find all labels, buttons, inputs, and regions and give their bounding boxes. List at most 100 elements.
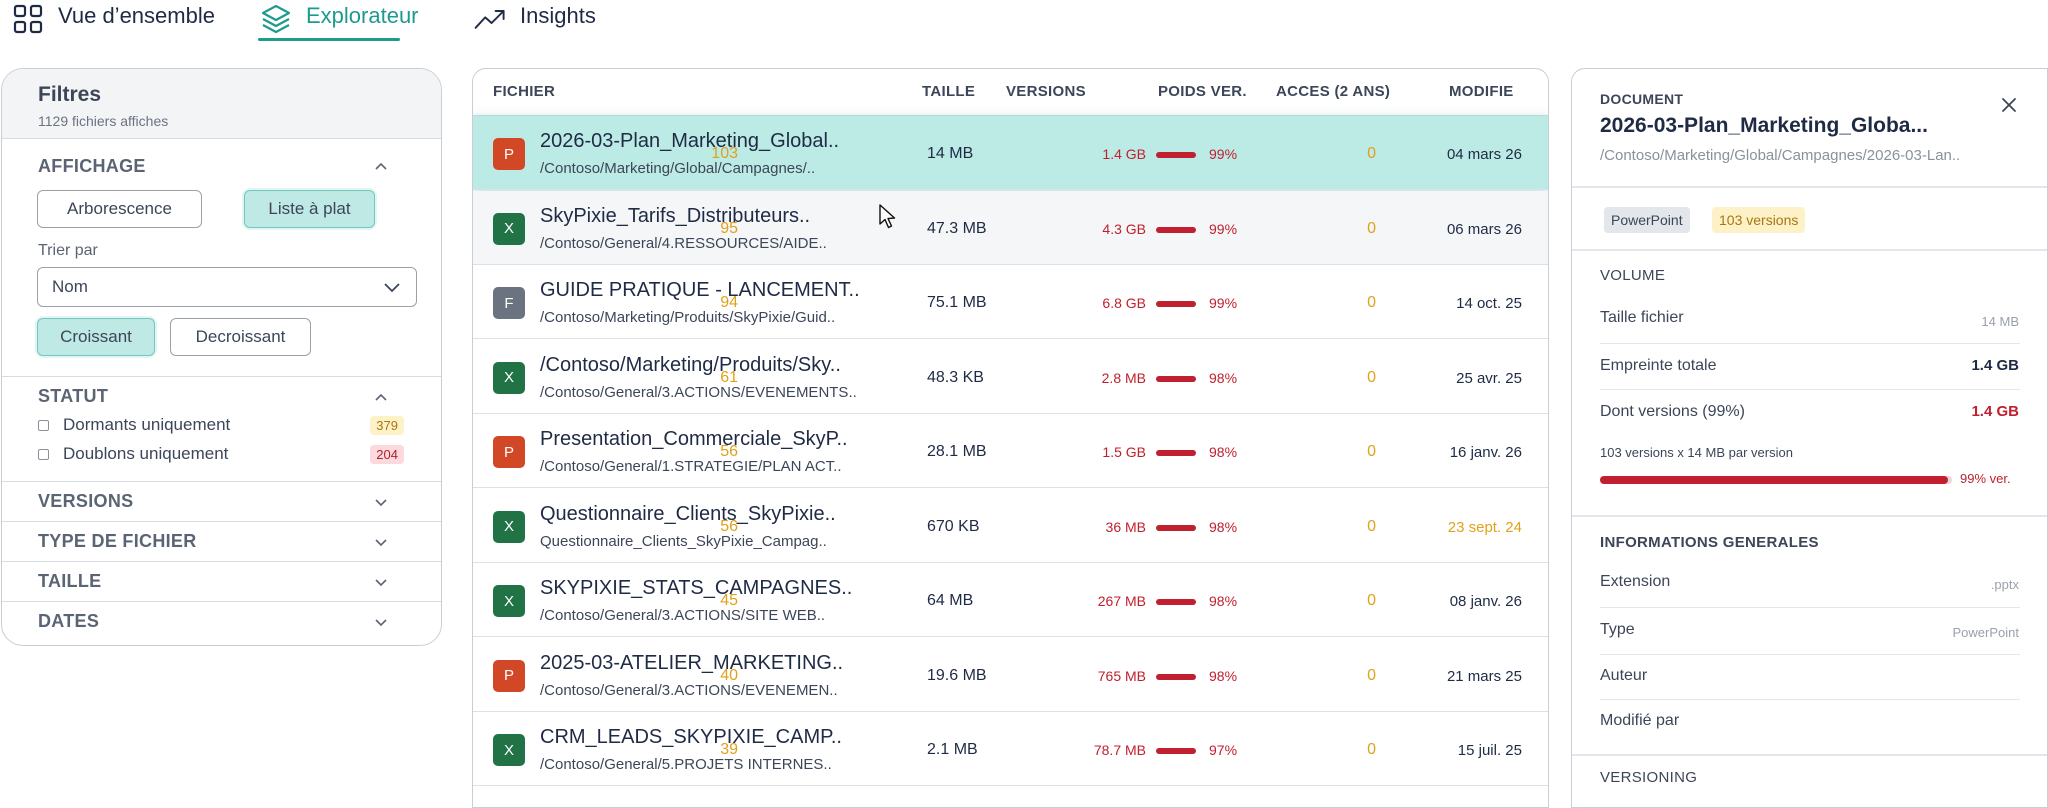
file-name[interactable]: CRM_LEADS_SKYPIXIE_CAMP.. xyxy=(540,726,842,748)
trending-up-icon xyxy=(474,10,505,29)
table-row[interactable]: X Questionnaire_Clients_SkyPixie.. Questio… xyxy=(473,489,1548,563)
section-size[interactable]: TAILLE xyxy=(2,561,441,601)
detail-kicker: DOCUMENT xyxy=(1600,91,1684,107)
row-divider xyxy=(1600,654,2020,655)
versions-weight: 36 MB xyxy=(1105,518,1146,535)
filter-duplicates[interactable]: Doublons uniquement 204 xyxy=(38,444,404,464)
sort-desc-button[interactable]: Decroissant xyxy=(170,318,311,356)
access-count: 0 xyxy=(1367,592,1376,609)
chevron-down-icon xyxy=(384,283,400,293)
section-versions[interactable]: VERSIONS xyxy=(2,481,441,521)
versions-weight-bar xyxy=(1156,375,1196,382)
file-name[interactable]: SKYPIXIE_STATS_CAMPAGNES.. xyxy=(540,577,853,599)
close-icon[interactable] xyxy=(1999,95,2019,115)
modified-date: 21 mars 25 xyxy=(1446,667,1522,685)
grid-icon xyxy=(13,4,43,34)
file-path: /Contoso/General/3.ACTIONS/EVENEMEN.. xyxy=(540,681,838,699)
versions-pill: 103 versions xyxy=(1712,207,1806,233)
view-tree-button[interactable]: Arborescence xyxy=(37,190,202,228)
chevron-up-icon xyxy=(375,393,387,401)
versions-weight: 78.7 MB xyxy=(1093,742,1146,758)
file-name[interactable]: GUIDE PRATIQUE - LANCEMENT.. xyxy=(540,279,860,301)
file-name[interactable]: /Contoso/Marketing/Produits/Sky.. xyxy=(540,353,841,376)
access-count: 0 xyxy=(1367,517,1376,535)
file-type-icon: P xyxy=(493,138,525,170)
file-size-key: Taille fichier xyxy=(1600,309,1684,326)
col-weight[interactable]: POIDS VER. xyxy=(1158,83,1247,100)
section-file-type-label: TYPE DE FICHIER xyxy=(38,531,197,551)
versions-share-key: Dont versions (99%) xyxy=(1600,403,1745,420)
filters-header: Filtres 1129 fichiers affiches xyxy=(2,69,441,139)
section-dates[interactable]: DATES xyxy=(2,601,441,641)
filter-dormant[interactable]: Dormants uniquement 379 xyxy=(38,415,404,435)
tab-insights[interactable]: Insights xyxy=(474,0,596,42)
version-count: 45 xyxy=(720,592,738,609)
layers-icon xyxy=(261,4,291,34)
modified-date: 06 mars 26 xyxy=(1446,220,1522,238)
col-modified[interactable]: MODIFIE xyxy=(1449,83,1514,100)
detail-title: 2026-03-Plan_Marketing_Globa... xyxy=(1600,114,1928,137)
tab-overview[interactable]: Vue d’ensemble xyxy=(12,0,215,42)
chevron-down-icon xyxy=(375,538,387,546)
view-flat-button[interactable]: Liste à plat xyxy=(244,190,375,228)
section-file-type[interactable]: TYPE DE FICHIER xyxy=(2,521,441,561)
file-name[interactable]: Presentation_Commerciale_SkyP.. xyxy=(540,428,848,450)
file-name[interactable]: 2025-03-ATELIER_MARKETING.. xyxy=(540,651,844,674)
type-pill: PowerPoint xyxy=(1604,207,1690,233)
section-affichage[interactable]: AFFICHAGE xyxy=(2,146,441,186)
mouse-cursor-icon xyxy=(879,204,896,229)
author-key: Auteur xyxy=(1600,667,1648,684)
versions-weight: 1.4 GB xyxy=(1102,146,1146,162)
row-divider xyxy=(1600,607,2020,608)
file-name[interactable]: 2026-03-Plan_Marketing_Global.. xyxy=(540,130,840,152)
access-count: 0 xyxy=(1367,294,1376,311)
table-row[interactable]: F GUIDE PRATIQUE - LANCEMENT.. /Contoso/Ma… xyxy=(473,265,1548,339)
versions-weight: 4.3 GB xyxy=(1102,220,1146,237)
detail-path: /Contoso/Marketing/Global/Campagnes/2026… xyxy=(1600,147,1961,164)
table-row[interactable]: P 2026-03-Plan_Marketing_Global.. /Contoso… xyxy=(473,116,1548,190)
col-access[interactable]: ACCES (2 ANS) xyxy=(1276,83,1391,100)
versions-weight-pct: 98% xyxy=(1209,444,1238,460)
tab-explorer[interactable]: Explorateur xyxy=(260,0,419,42)
dormant-checkbox[interactable] xyxy=(38,419,49,431)
file-table: FICHIER TAILLE VERSIONS POIDS VER. ACCES… xyxy=(472,68,1549,808)
access-count: 0 xyxy=(1367,368,1376,386)
section-size-label: TAILLE xyxy=(38,571,102,591)
versions-weight-pct: 98% xyxy=(1209,667,1238,684)
file-path: /Contoso/General/5.PROJETS INTERNES.. xyxy=(540,756,832,773)
table-row[interactable]: X SkyPixie_Tarifs_Distributeurs.. /Contoso… xyxy=(473,190,1548,265)
versions-note: 103 versions x 14 MB par version xyxy=(1600,445,1793,460)
version-count: 40 xyxy=(720,666,738,684)
version-count: 103 xyxy=(711,145,738,162)
modified-date: 04 mars 26 xyxy=(1446,146,1522,163)
file-size: 48.3 KB xyxy=(927,368,984,386)
table-row[interactable]: P 2025-03-ATELIER_MARKETING.. /Contoso/Gen… xyxy=(473,638,1548,712)
versions-weight-pct: 98% xyxy=(1209,593,1238,609)
table-row[interactable]: X CRM_LEADS_SKYPIXIE_CAMP.. /Contoso/Gener… xyxy=(473,712,1548,786)
versions-weight-bar xyxy=(1156,152,1196,158)
versions-weight-pct: 99% xyxy=(1209,146,1238,162)
sort-asc-button[interactable]: Croissant xyxy=(37,318,155,356)
versions-weight-bar xyxy=(1156,748,1196,754)
modified-date: 08 janv. 26 xyxy=(1449,593,1522,610)
col-file[interactable]: FICHIER xyxy=(493,83,556,100)
table-row[interactable]: X SKYPIXIE_STATS_CAMPAGNES.. /Contoso/Gene… xyxy=(473,563,1548,637)
file-name[interactable]: Questionnaire_Clients_SkyPixie.. xyxy=(540,502,836,525)
col-size[interactable]: TAILLE xyxy=(922,83,976,100)
table-row[interactable]: X/Contoso/Marketing/Produits/Sky.. /Conto… xyxy=(473,340,1548,414)
filters-title: Filtres xyxy=(38,83,102,106)
duplicates-checkbox[interactable] xyxy=(38,448,49,460)
col-versions[interactable]: VERSIONS xyxy=(1006,83,1086,100)
file-size: 64 MB xyxy=(927,592,974,609)
file-name[interactable]: SkyPixie_Tarifs_Distributeurs.. xyxy=(540,204,811,227)
versions-weight: 2.8 MB xyxy=(1101,369,1146,386)
versions-weight: 267 MB xyxy=(1097,593,1146,609)
access-count: 0 xyxy=(1367,145,1376,162)
sort-select[interactable]: Nom xyxy=(37,267,417,307)
section-statut[interactable]: STATUT xyxy=(2,376,441,416)
detail-divider xyxy=(1572,186,2047,188)
file-size: 47.3 MB xyxy=(927,219,987,237)
table-row[interactable]: P Presentation_Commerciale_SkyP.. /Contoso… xyxy=(473,414,1548,488)
modified-date: 25 avr. 25 xyxy=(1456,369,1522,387)
